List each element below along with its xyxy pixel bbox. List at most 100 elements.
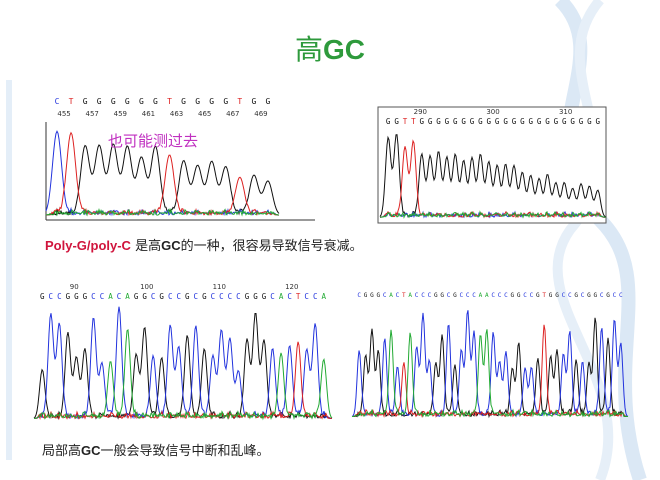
annotation: 也可能测过去: [108, 132, 199, 150]
caption-text: 局部高: [42, 444, 82, 459]
base-letter: G: [185, 292, 190, 301]
base-letter: G: [83, 292, 88, 301]
base-letter: A: [389, 292, 393, 299]
base-letter: A: [125, 292, 130, 301]
base-letter: G: [478, 117, 483, 126]
base-letter: G: [495, 117, 500, 126]
base-letter: G: [83, 97, 88, 106]
position-label: 461: [142, 110, 155, 118]
base-letter: G: [453, 292, 457, 299]
base-letter: G: [364, 292, 368, 299]
base-letter: G: [570, 117, 575, 126]
base-letter: C: [357, 292, 361, 299]
base-letter: C: [211, 292, 216, 301]
base-letter: G: [545, 117, 550, 126]
base-letter: G: [587, 292, 591, 299]
base-letter: A: [485, 292, 489, 299]
base-letter: G: [562, 117, 567, 126]
trace: [33, 329, 333, 421]
caption-text: 的一种，很容易导致信号衰减。: [180, 239, 363, 254]
base-letter: G: [386, 117, 391, 126]
trace: [33, 341, 332, 421]
base-letter: G: [253, 292, 258, 301]
base-letter: T: [69, 97, 74, 106]
base-letter: T: [402, 292, 406, 299]
base-letter: G: [587, 117, 592, 126]
caption-bold: GC: [161, 238, 181, 253]
position-label: 459: [114, 110, 127, 118]
trace: [352, 329, 628, 418]
base-letter: G: [554, 117, 559, 126]
base-letter: C: [396, 292, 400, 299]
base-letter: C: [504, 292, 508, 299]
base-letter: C: [613, 292, 617, 299]
position-label: 469: [254, 110, 267, 118]
base-letter: C: [151, 292, 156, 301]
position-label: 467: [226, 110, 239, 118]
base-letter: G: [593, 292, 597, 299]
base-letter: G: [97, 97, 102, 106]
trace: [33, 306, 333, 420]
base-letter: G: [440, 292, 444, 299]
base-letter: C: [415, 292, 419, 299]
base-letter: G: [536, 292, 540, 299]
position-label: 457: [86, 110, 99, 118]
base-letter: T: [296, 292, 301, 301]
side-bar: [6, 80, 12, 460]
base-letter: G: [159, 292, 164, 301]
base-letter: G: [111, 97, 116, 106]
caption-bold: GC: [81, 443, 101, 458]
base-letter: T: [411, 117, 416, 126]
base-letter: G: [487, 117, 492, 126]
base-letter: C: [176, 292, 181, 301]
slide-title: 高GC: [0, 28, 660, 68]
base-letter: G: [470, 117, 475, 126]
base-letter: C: [100, 292, 105, 301]
base-letter: G: [266, 97, 271, 106]
base-letter: C: [270, 292, 275, 301]
caption-highlight: Poly-G/poly-C: [45, 238, 131, 253]
base-letter: G: [555, 292, 559, 299]
base-letter: C: [600, 292, 604, 299]
position-label: 455: [57, 110, 70, 118]
base-letter: C: [472, 292, 476, 299]
base-letter: T: [542, 292, 546, 299]
base-letter: C: [55, 97, 60, 106]
position-label: 290: [414, 108, 427, 116]
base-letter: G: [512, 117, 517, 126]
base-letter: C: [459, 292, 463, 299]
base-letter: T: [167, 97, 172, 106]
base-letter: G: [606, 292, 610, 299]
base-letter: C: [562, 292, 566, 299]
base-letter: G: [579, 117, 584, 126]
base-letter: C: [91, 292, 96, 301]
base-letter: C: [523, 292, 527, 299]
base-letter: G: [528, 117, 533, 126]
base-letter: G: [503, 117, 508, 126]
position-label: 465: [198, 110, 211, 118]
base-letter: C: [421, 292, 425, 299]
base-letter: G: [596, 117, 601, 126]
base-letter: C: [57, 292, 62, 301]
base-letter: T: [403, 117, 408, 126]
base-letter: G: [419, 117, 424, 126]
base-letter: G: [394, 117, 399, 126]
position-label: 110: [213, 283, 226, 291]
base-letter: G: [453, 117, 458, 126]
base-letter: G: [125, 97, 130, 106]
helix: [552, 0, 614, 480]
position-label: 300: [486, 108, 499, 116]
base-letter: C: [219, 292, 224, 301]
base-letter: C: [49, 292, 54, 301]
caption: Poly-G/poly-C 是高GC的一种，很容易导致信号衰减。: [45, 235, 363, 254]
base-letter: G: [549, 292, 553, 299]
base-letter: G: [245, 292, 250, 301]
base-letter: G: [436, 117, 441, 126]
base-letter: C: [313, 292, 318, 301]
base-letter: G: [134, 292, 139, 301]
base-letter: C: [287, 292, 292, 301]
position-label: 100: [140, 283, 153, 291]
base-letter: G: [370, 292, 374, 299]
base-letter: G: [195, 97, 200, 106]
base-letter: G: [461, 117, 466, 126]
